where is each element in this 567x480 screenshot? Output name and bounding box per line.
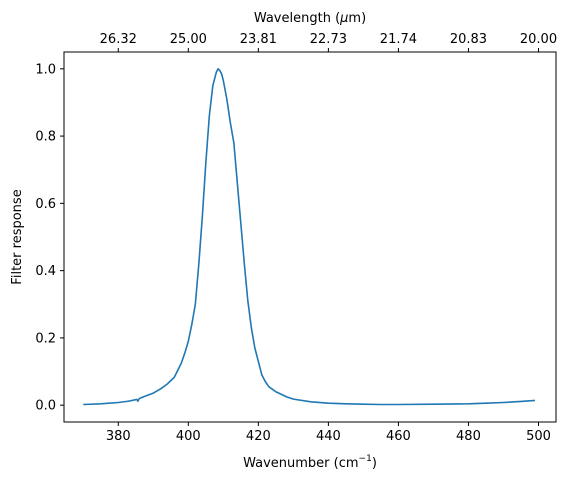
- top-tick-label: 22.73: [310, 32, 347, 47]
- y-tick-label: 0.4: [35, 264, 56, 279]
- x-axis-top: 26.32 25.00 23.81 22.73 21.74 20.83 20.00: [100, 32, 557, 52]
- y-axis-left: 0.0 0.2 0.4 0.6 0.8 1.0: [35, 62, 64, 414]
- top-tick-label: 20.83: [450, 32, 487, 47]
- x-tick-label: 440: [316, 429, 341, 444]
- series-line-0: [83, 68, 536, 406]
- top-tick-label: 21.74: [380, 32, 417, 47]
- top-tick-label: 25.00: [170, 32, 207, 47]
- series-layer: [83, 68, 536, 406]
- x-tick-label: 420: [246, 429, 271, 444]
- x-tick-label: 480: [456, 429, 481, 444]
- x-tick-label: 380: [106, 429, 131, 444]
- y-tick-label: 0.6: [35, 197, 56, 212]
- top-tick-label: 26.32: [100, 32, 137, 47]
- x-tick-label: 400: [176, 429, 201, 444]
- top-axis-label: Wavelength (μm): [254, 11, 366, 26]
- top-tick-label: 20.00: [520, 32, 557, 47]
- plot-area: [63, 51, 557, 423]
- plot-frame: [63, 51, 557, 423]
- top-tick-label: 23.81: [240, 32, 277, 47]
- y-axis-label: Filter response: [10, 189, 25, 284]
- x-tick-label: 460: [386, 429, 411, 444]
- y-tick-label: 1.0: [35, 62, 56, 77]
- x-axis-bottom: 380 400 420 440 460 480 500: [106, 422, 551, 444]
- y-tick-label: 0.2: [35, 331, 56, 346]
- x-tick-label: 500: [526, 429, 551, 444]
- x-axis-label: Wavenumber (cm−1): [243, 454, 377, 471]
- y-tick-label: 0.0: [35, 399, 56, 414]
- y-tick-label: 0.8: [35, 130, 56, 145]
